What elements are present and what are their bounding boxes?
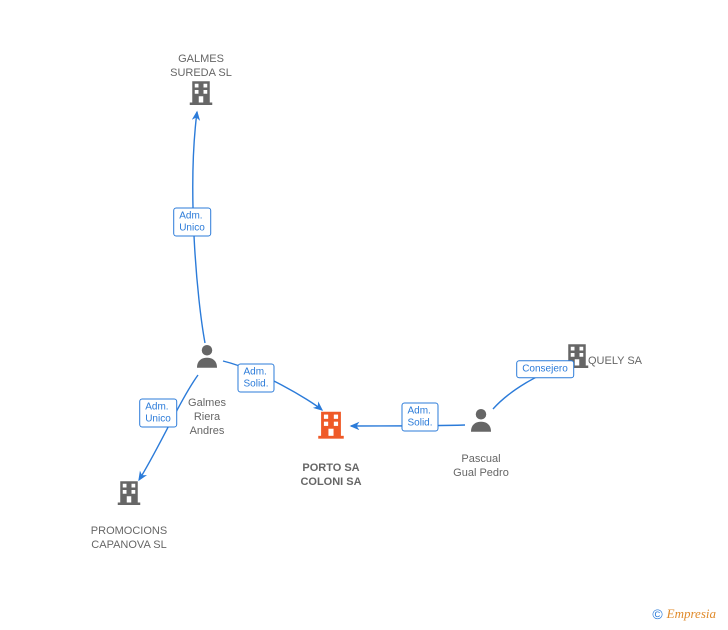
node-galmes_riera-person-icon xyxy=(192,342,222,377)
node-galmes_sureda-building-icon xyxy=(186,78,216,113)
node-pascual_gual-person-icon xyxy=(466,406,496,441)
edge-label-pascual_gual-to-quely: Consejero xyxy=(516,360,574,378)
node-label-porto_sa_coloni: PORTO SA COLONI SA xyxy=(300,462,361,490)
copyright-symbol: © xyxy=(652,606,662,622)
diagram-canvas: GALMES SUREDA SL Galmes Riera Andres PROMO… xyxy=(0,0,728,630)
edge-label-galmes_riera-to-porto_sa_coloni: Adm. Solid. xyxy=(237,364,274,393)
node-promocions-building-icon xyxy=(114,478,144,513)
edge-label-galmes_riera-to-galmes_sureda: Adm. Unico xyxy=(173,208,211,237)
brand-name: Empresia xyxy=(667,606,716,622)
edge-label-pascual_gual-to-porto_sa_coloni: Adm. Solid. xyxy=(401,403,438,432)
node-label-galmes_riera: Galmes Riera Andres xyxy=(188,397,226,438)
node-porto_sa_coloni-building-icon xyxy=(314,408,348,447)
node-label-quely: QUELY SA xyxy=(588,355,642,369)
node-label-pascual_gual: Pascual Gual Pedro xyxy=(453,453,509,481)
node-label-galmes_sureda: GALMES SUREDA SL xyxy=(170,53,232,81)
node-label-promocions: PROMOCIONS CAPANOVA SL xyxy=(91,525,167,553)
watermark: © Empresia xyxy=(652,606,716,622)
edge-label-galmes_riera-to-promocions: Adm. Unico xyxy=(139,399,177,428)
